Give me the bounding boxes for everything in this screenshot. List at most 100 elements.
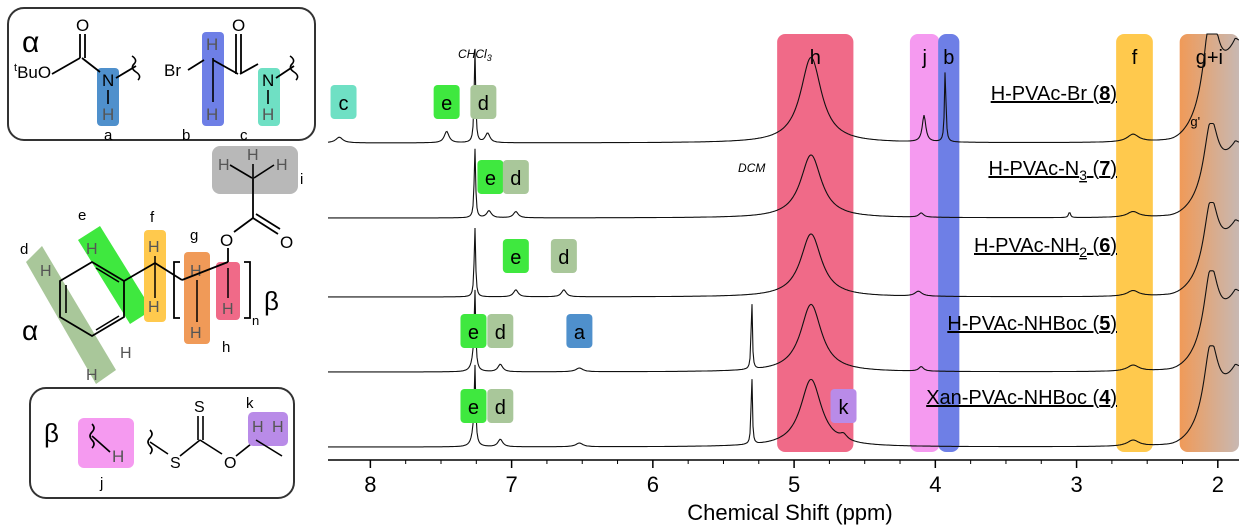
label-e: e [78,207,86,224]
solvent-label-layer: CHCl3 DCM [458,47,765,175]
peak-label-d: d [510,168,521,190]
x-tick-label-2: 2 [1212,472,1224,497]
h-atom: H [206,105,218,124]
alpha-end-group: α [22,315,38,346]
h-atom: H [120,345,132,362]
x-tick-label-3: 3 [1070,472,1082,497]
h-atom: H [86,241,98,258]
bond [52,58,80,74]
band-label-f: f [1132,47,1138,69]
bond [240,64,258,74]
h-atom: H [252,419,264,436]
h-atom: H [276,157,288,174]
wavy-bond-icon [290,56,298,80]
peak-label-d: d [478,93,489,115]
o-atom: O [224,455,236,472]
label-i: i [300,171,303,188]
bracket-close [244,262,250,318]
peak-label-k: k [839,397,850,419]
series-label-4: H-PVAc-NHBoc (5) [947,313,1117,335]
x-axis: 8 7 6 5 4 3 2 [328,460,1239,497]
tbuo-label: tBuO [14,62,51,82]
h-atom: H [190,325,202,342]
beta-end-group: β [264,286,279,316]
series-label-5: Xan-PVAc-NHBoc (4) [926,387,1117,409]
o-atom: O [220,231,233,250]
series-label-1: H-PVAc-Br (8) [991,83,1117,105]
peak-label-d: d [495,397,506,419]
label-b: b [182,127,190,144]
o-atom: O [76,16,89,35]
h-atom: H [218,157,230,174]
x-tick-label-7: 7 [505,472,517,497]
band-label-b: b [943,47,954,69]
h-atom: H [102,105,114,124]
label-j: j [99,475,103,492]
br-atom: Br [164,61,181,80]
band-f [1116,34,1153,452]
peak-label-a: a [574,322,586,344]
label-f: f [150,209,155,226]
polymer-structure: H H H O O i H H H H α d e H H f H [20,146,303,384]
peak-label-c: c [339,93,349,115]
band-label-j: j [922,47,927,69]
subscript-n: n [252,313,259,328]
bond [188,60,204,70]
peak-label-e: e [441,93,452,115]
label-h: h [222,339,230,356]
h-atom: H [148,239,160,256]
bond [180,440,200,456]
s-atom: S [194,399,205,416]
h-atom: H [206,35,218,54]
n-atom: N [262,71,274,90]
h-atom: H [222,301,234,318]
n-atom: N [102,71,114,90]
beta-symbol: β [44,418,59,448]
label-g: g [190,227,198,244]
label-a: a [104,127,113,144]
series-label-3: H-PVAc-NH2 (6) [974,235,1117,260]
bracket-open [174,262,180,318]
peak-label-e: e [485,168,496,190]
h-atom: H [40,263,52,280]
band-label-g-i: g+i [1196,47,1223,69]
bond [234,218,253,232]
alpha-panel: α tBuO O N H a Br H H O N H b c [8,8,315,144]
h-atom: H [148,299,160,316]
s-atom: S [170,455,181,472]
h-atom: H [272,419,284,436]
o-atom: O [280,233,293,252]
label-c: c [240,127,248,144]
wavy-bond-icon [132,56,140,80]
bond [200,440,222,454]
h-atom: H [262,105,274,124]
series-label-2: H-PVAc-N3 (7) [988,158,1117,183]
x-tick-label-5: 5 [788,472,800,497]
x-axis-title: Chemical Shift (ppm) [687,500,892,525]
peak-label-e: e [510,247,521,269]
o-atom: O [232,16,245,35]
peak-label-e: e [468,397,479,419]
bond [82,58,100,72]
x-tick-label-6: 6 [647,472,659,497]
h-atom: H [190,263,202,280]
label-k: k [246,395,254,412]
beta-panel: β H j S S O H H k [30,388,294,498]
band-g-i [1180,34,1239,452]
bond [150,442,168,454]
alpha-symbol: α [22,26,39,59]
h-atom: H [112,447,124,466]
h-atom: H [247,147,259,164]
peak-label-d: d [558,247,569,269]
annotation-g-prime: g' [1190,114,1200,129]
h-atom: H [86,367,98,384]
peak-label-e: e [468,322,479,344]
highlight-j [78,418,134,468]
solvent-label-dcm: DCM [738,161,765,175]
solvent-label-chcl3: CHCl3 [458,47,492,63]
label-d: d [20,241,28,258]
x-tick-label-8: 8 [364,472,376,497]
peak-label-d: d [495,322,506,344]
x-tick-label-4: 4 [929,472,941,497]
